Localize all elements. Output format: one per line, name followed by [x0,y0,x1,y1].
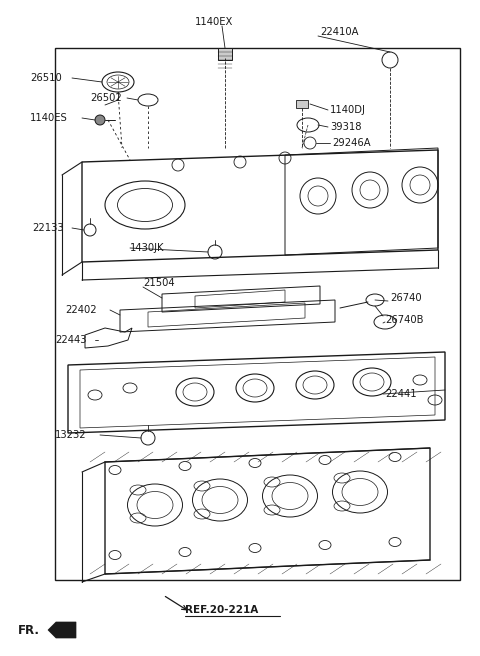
Text: 1140EX: 1140EX [195,17,233,27]
Text: 22441: 22441 [385,389,417,399]
Text: 39318: 39318 [330,122,361,132]
Text: 1140DJ: 1140DJ [330,105,366,115]
Text: 26502: 26502 [90,93,122,103]
Text: 22410A: 22410A [320,27,359,37]
Circle shape [95,115,105,125]
Text: FR.: FR. [18,623,40,636]
Text: REF.20-221A: REF.20-221A [185,605,258,615]
Text: 26740: 26740 [390,293,421,303]
Polygon shape [48,622,76,638]
Text: 22443: 22443 [55,335,86,345]
Text: 22133: 22133 [32,223,64,233]
Bar [296,100,308,108]
Text: 22402: 22402 [65,305,96,315]
Text: 13232: 13232 [55,430,86,440]
Text: 21504: 21504 [143,278,175,288]
Text: 26740B: 26740B [385,315,423,325]
Text: 1140ES: 1140ES [30,113,68,123]
Text: 26510: 26510 [30,73,62,83]
Text: 29246A: 29246A [332,138,371,148]
Bar [218,48,232,60]
Text: 1430JK: 1430JK [130,243,165,253]
